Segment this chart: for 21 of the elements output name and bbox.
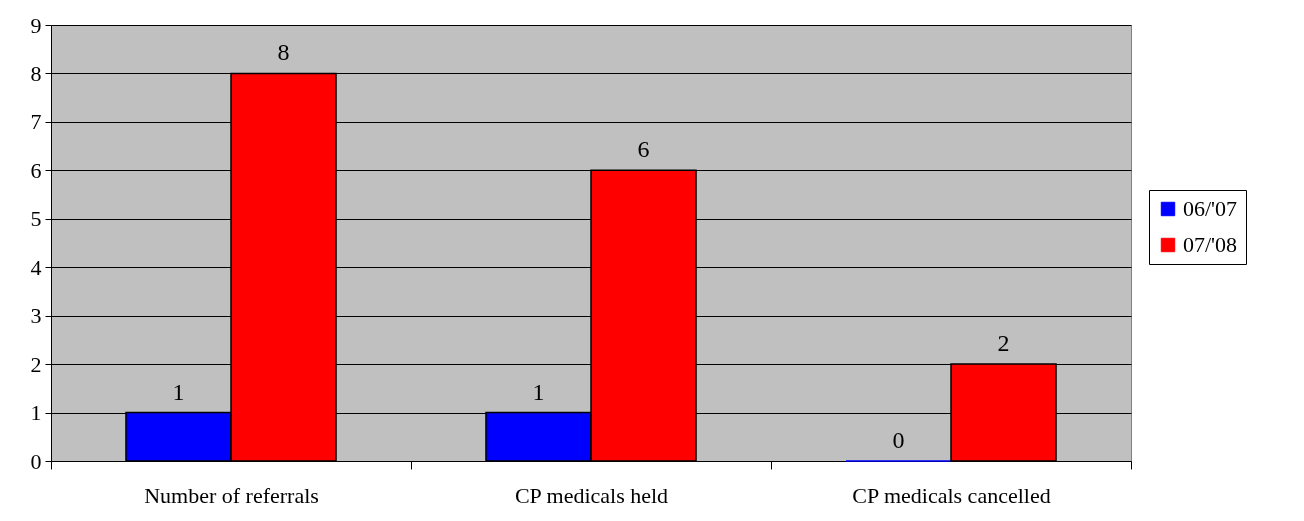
- y-tick-label: 7: [30, 109, 42, 135]
- y-tick-label: 4: [30, 254, 42, 280]
- data-label: 2: [997, 330, 1010, 357]
- legend-label: 06/'07: [1183, 196, 1238, 221]
- y-tick-label: 1: [30, 400, 42, 426]
- x-tick-label: CP medicals cancelled: [852, 482, 1051, 508]
- y-tick-label: 5: [30, 206, 42, 232]
- data-label: 6: [637, 136, 650, 163]
- data-label: 0: [892, 427, 905, 453]
- x-tick-label: CP medicals held: [514, 482, 669, 508]
- data-label: 1: [172, 378, 185, 405]
- y-tick-label: 9: [30, 12, 42, 38]
- y-tick-label: 6: [30, 157, 42, 183]
- data-label: 1: [532, 378, 545, 405]
- y-tick-label: 0: [30, 448, 42, 474]
- legend-label: 07/'08: [1183, 232, 1238, 257]
- y-tick-label: 8: [30, 60, 42, 86]
- y-tick-label: 2: [30, 351, 42, 377]
- y-tick-label: 3: [30, 303, 42, 329]
- x-tick-label: Number of referrals: [144, 482, 319, 508]
- data-label: 8: [277, 39, 290, 66]
